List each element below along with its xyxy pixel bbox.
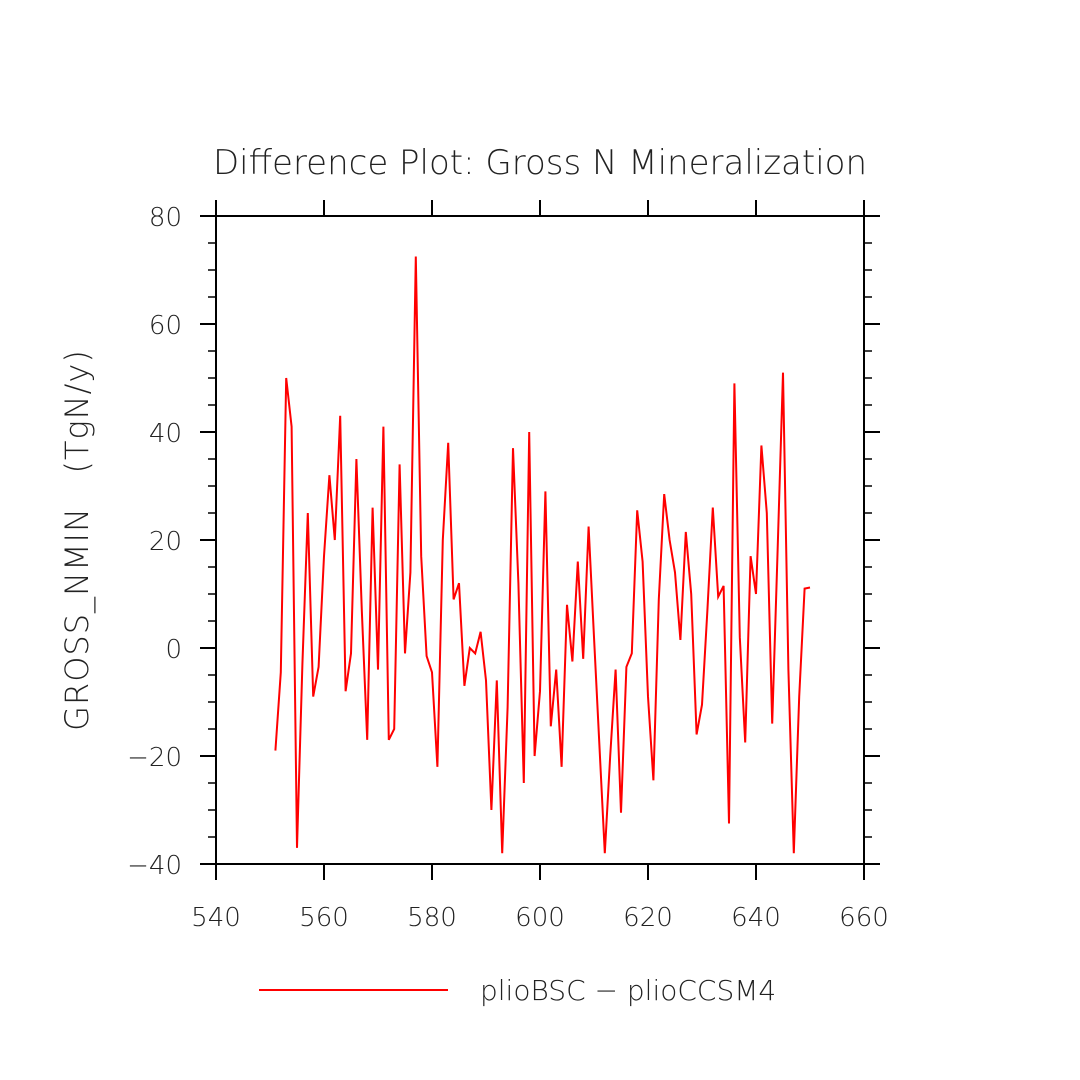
x-tick-label: 560 <box>299 903 349 933</box>
chart-title: Difference Plot: Gross N Mineralization <box>213 143 867 183</box>
y-tick-label: 40 <box>149 419 182 449</box>
x-tick-label: 640 <box>731 903 781 933</box>
x-tick-label: 580 <box>407 903 457 933</box>
series-line <box>274 256 811 854</box>
plot-frame <box>215 215 865 865</box>
x-tick-label: 540 <box>191 903 241 933</box>
y-tick-label: 60 <box>149 311 182 341</box>
y-tick-label: 20 <box>149 527 182 557</box>
y-axis-ticks <box>200 215 880 865</box>
x-tick-label: 600 <box>515 903 565 933</box>
x-axis-ticks <box>215 200 865 880</box>
series-layer <box>274 256 811 854</box>
y-axis-tick-labels: −40 −20 0 20 40 60 80 <box>127 203 182 881</box>
legend: plioBSC − plioCCSM4 <box>259 974 776 1007</box>
legend-label: plioBSC − plioCCSM4 <box>480 974 776 1007</box>
x-tick-label: 620 <box>623 903 673 933</box>
y-tick-label: 80 <box>149 203 182 233</box>
y-tick-label: −40 <box>127 851 182 881</box>
y-axis-label: GROSS_NMIN (TgN/y) <box>58 349 96 731</box>
x-tick-label: 660 <box>839 903 889 933</box>
y-tick-label: −20 <box>127 743 182 773</box>
x-axis-tick-labels: 540 560 580 600 620 640 660 <box>191 903 889 933</box>
y-tick-label: 0 <box>165 635 182 665</box>
